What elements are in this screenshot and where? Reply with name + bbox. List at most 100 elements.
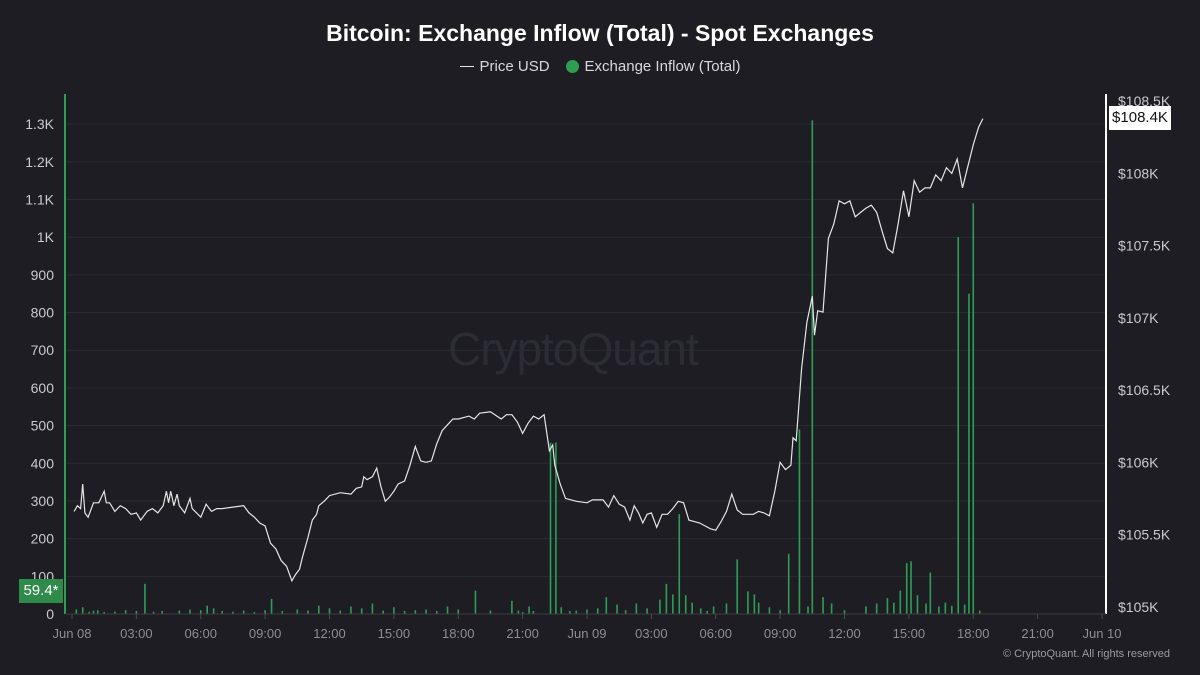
- inflow-bar: [968, 293, 970, 614]
- x-tick-label: 15:00: [893, 626, 926, 641]
- right-tick-label: $108K: [1118, 165, 1159, 181]
- inflow-bar: [893, 602, 895, 614]
- inflow-bar: [253, 612, 256, 614]
- x-tick-label: 09:00: [249, 626, 282, 641]
- inflow-bar: [560, 607, 563, 614]
- right-tick-label: $105.5K: [1118, 527, 1171, 543]
- inflow-bar: [189, 609, 191, 614]
- legend-item-price[interactable]: Price USD: [459, 58, 550, 75]
- inflow-bar: [950, 605, 953, 614]
- inflow-bar: [88, 611, 90, 614]
- inflow-bar: [317, 605, 320, 614]
- x-tick-label: 18:00: [957, 626, 990, 641]
- inflow-bar: [830, 603, 833, 614]
- inflow-bar: [787, 553, 790, 614]
- inflow-bars: [75, 120, 981, 615]
- inflow-bar: [899, 590, 902, 614]
- x-tick-label: 09:00: [764, 626, 797, 641]
- x-tick-label: 18:00: [442, 626, 475, 641]
- inflow-bar: [916, 595, 919, 614]
- inflow-bar: [875, 603, 878, 614]
- inflow-bar: [665, 583, 668, 614]
- right-tick-label: $106.5K: [1118, 382, 1171, 398]
- left-tick-label: 900: [31, 267, 55, 283]
- left-tick-label: 500: [31, 418, 55, 434]
- inflow-bar: [517, 610, 520, 614]
- inflow-bar: [242, 610, 245, 614]
- current-inflow-badge: 59.4*: [19, 579, 63, 603]
- x-axis-ticks: Jun 08 03:00 06:00 09:00 12:00 15:00 18:00 21:0…: [52, 614, 1122, 641]
- inflow-bar: [586, 609, 588, 614]
- inflow-bar: [944, 602, 947, 614]
- inflow-bar: [528, 606, 530, 614]
- x-tick-label: Jun 08: [52, 626, 91, 641]
- x-tick-label: 21:00: [506, 626, 539, 641]
- inflow-bar: [646, 608, 648, 614]
- inflow-bar: [929, 572, 932, 614]
- price-line-icon: [459, 66, 474, 67]
- right-tick-label: $107K: [1118, 310, 1159, 326]
- legend-label-inflow: Exchange Inflow (Total): [584, 58, 741, 75]
- inflow-bar: [403, 610, 406, 614]
- price-line: [73, 118, 984, 583]
- inflow-bar: [555, 442, 557, 614]
- inflow-bar: [371, 603, 374, 614]
- inflow-bar: [972, 203, 975, 614]
- inflow-bar: [152, 611, 155, 614]
- x-tick-label: 06:00: [184, 626, 217, 641]
- inflow-bar: [360, 608, 363, 614]
- inflow-bar: [296, 609, 299, 614]
- inflow-bar: [206, 605, 208, 614]
- x-tick-label: 21:00: [1021, 626, 1054, 641]
- left-tick-label: 800: [31, 305, 55, 321]
- left-tick-label: 200: [31, 531, 55, 547]
- inflow-bar: [75, 609, 78, 614]
- inflow-bar: [706, 610, 708, 614]
- inflow-bar: [699, 608, 702, 614]
- inflow-bar: [843, 610, 846, 614]
- inflow-bar: [624, 610, 627, 614]
- right-tick-label: $105K: [1118, 599, 1159, 615]
- inflow-bar: [161, 610, 163, 614]
- inflow-bar: [712, 606, 715, 614]
- inflow-bar: [811, 120, 814, 615]
- inflow-bar: [435, 610, 438, 614]
- inflow-bar: [212, 608, 215, 614]
- inflow-bar: [393, 607, 395, 614]
- left-axis-ticks: 01002003004005006007008009001K1.1K1.2K1.…: [25, 116, 54, 622]
- chart-title: Bitcoin: Exchange Inflow (Total) - Spot …: [326, 20, 874, 46]
- left-tick-label: 1K: [37, 229, 55, 245]
- inflow-bar: [270, 598, 273, 614]
- inflow-bar: [978, 610, 981, 614]
- inflow-bar: [281, 610, 284, 614]
- inflow-bar: [521, 612, 524, 614]
- inflow-bar: [221, 610, 224, 614]
- inflow-dot-icon: [565, 60, 579, 73]
- right-axis-ticks: $105K $105.5K $106K $106.5K $107K $107.5K $108…: [1118, 93, 1171, 615]
- inflow-bar: [457, 609, 460, 614]
- inflow-bar: [684, 595, 687, 614]
- left-tick-label: 0: [46, 606, 54, 622]
- inflow-bar: [425, 609, 427, 614]
- x-tick-label: 06:00: [699, 626, 732, 641]
- x-tick-label: Jun 10: [1082, 626, 1121, 641]
- inflow-bar: [92, 610, 95, 614]
- left-tick-label: 1.3K: [25, 116, 54, 132]
- inflow-bar: [307, 610, 309, 614]
- inflow-bar: [414, 610, 417, 614]
- right-tick-label: $106K: [1118, 454, 1159, 470]
- inflow-bar: [957, 237, 960, 614]
- current-price-badge: $108.4K: [1109, 106, 1171, 130]
- inflow-bar: [549, 442, 552, 614]
- inflow-bar: [659, 599, 661, 614]
- inflow-bar: [865, 606, 867, 614]
- inflow-bar: [135, 610, 138, 614]
- x-tick-label: 15:00: [378, 626, 411, 641]
- legend-item-inflow[interactable]: Exchange Inflow (Total): [565, 58, 741, 75]
- inflow-bar: [178, 610, 181, 614]
- inflow-bar: [382, 610, 384, 614]
- inflow-bar: [925, 603, 927, 614]
- inflow-bar: [938, 606, 940, 614]
- x-tick-label: 12:00: [313, 626, 346, 641]
